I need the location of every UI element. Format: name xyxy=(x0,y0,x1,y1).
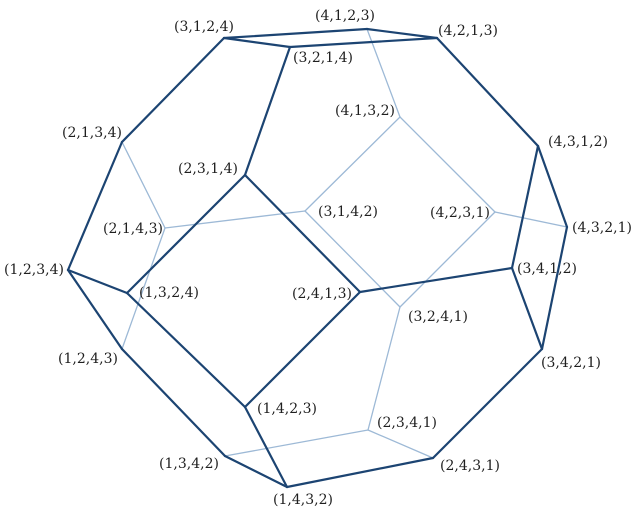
edge-3241-2341 xyxy=(367,306,401,431)
edge-2134-3124 xyxy=(120,36,226,144)
edge-2341-1342 xyxy=(224,429,369,457)
vertex-label-4231: (4,2,3,1) xyxy=(430,205,490,221)
edge-2413-3412 xyxy=(358,266,514,294)
vertex-label-3412: (3,4,1,2) xyxy=(517,261,577,277)
vertex-label-1243: (1,2,4,3) xyxy=(58,351,118,367)
edge-3421-2431 xyxy=(431,347,544,460)
edge-2314-1324 xyxy=(125,173,247,295)
vertex-label-2314: (2,3,1,4) xyxy=(178,161,238,177)
edge-4123-4213 xyxy=(365,27,439,40)
vertex-label-3214: (3,2,1,4) xyxy=(293,50,353,66)
edge-3124-3214 xyxy=(222,36,292,49)
vertex-label-1342: (1,3,4,2) xyxy=(159,456,219,472)
edge-2413-1423 xyxy=(243,290,362,409)
edge-4231-3241 xyxy=(399,211,496,308)
vertex-label-2143: (2,1,4,3) xyxy=(103,221,163,237)
vertex-label-3124: (3,1,2,4) xyxy=(174,19,234,35)
vertex-label-1423: (1,4,2,3) xyxy=(257,401,317,417)
vertex-label-1234: (1,2,3,4) xyxy=(4,262,64,278)
edge-3142-3241 xyxy=(304,210,401,308)
back-edges-group xyxy=(121,28,568,459)
edge-1243-1342 xyxy=(120,347,227,458)
edge-3412-3421 xyxy=(510,266,544,351)
vertex-label-2413: (2,4,1,3) xyxy=(292,286,352,302)
edge-1324-1423 xyxy=(125,291,247,409)
edge-2134-2143 xyxy=(121,141,166,229)
edge-2431-1432 xyxy=(285,456,435,489)
vertex-label-3241: (3,2,4,1) xyxy=(408,309,468,325)
edge-4321-3421 xyxy=(540,225,569,351)
vertex-label-3421: (3,4,2,1) xyxy=(541,355,601,371)
edge-1234-1243 xyxy=(66,268,124,351)
edge-2341-2431 xyxy=(367,429,434,459)
vertex-label-4213: (4,2,1,3) xyxy=(438,23,498,39)
vertex-label-2431: (2,4,3,1) xyxy=(440,458,500,474)
vertex-label-4321: (4,3,2,1) xyxy=(572,220,632,236)
vertex-label-1432: (1,4,3,2) xyxy=(273,492,333,508)
vertex-label-4312: (4,3,1,2) xyxy=(548,134,608,150)
edge-2314-2413 xyxy=(243,173,362,294)
vertex-label-1324: (1,3,2,4) xyxy=(139,285,199,301)
vertex-label-2134: (2,1,3,4) xyxy=(62,125,122,141)
vertex-label-2341: (2,3,4,1) xyxy=(377,415,437,431)
vertex-labels-group: (1,2,3,4) (1,2,4,3) (1,3,2,4) (1,3,4,2) (1,4… xyxy=(4,8,632,508)
edge-3214-2314 xyxy=(243,45,292,177)
edge-3214-4213 xyxy=(288,36,439,49)
edge-1423-1432 xyxy=(243,405,289,489)
front-edges-group xyxy=(66,27,569,489)
edge-1234-1324 xyxy=(66,268,129,295)
edge-1243-2143 xyxy=(121,227,166,350)
edge-1234-2134 xyxy=(66,140,124,272)
edge-4123-4132 xyxy=(366,28,401,118)
edge-1342-1432 xyxy=(223,454,289,489)
edge-4132-4231 xyxy=(399,116,496,213)
vertex-label-4132: (4,1,3,2) xyxy=(335,103,395,119)
edge-4312-4321 xyxy=(536,144,569,229)
edge-4312-3412 xyxy=(510,144,540,270)
vertex-label-4123: (4,1,2,3) xyxy=(315,8,375,24)
edge-3124-4123 xyxy=(222,27,369,40)
vertex-label-3142: (3,1,4,2) xyxy=(318,204,378,220)
edge-4231-4321 xyxy=(494,211,568,228)
edge-4213-4312 xyxy=(435,36,540,148)
edge-3142-4132 xyxy=(304,116,401,212)
